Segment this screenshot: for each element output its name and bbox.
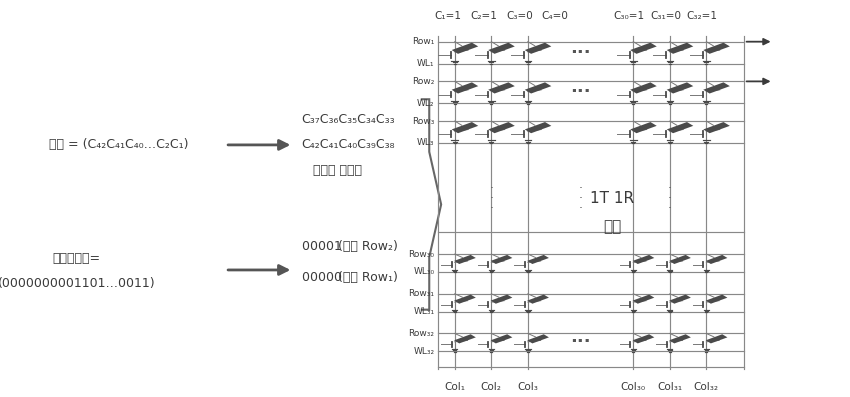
Text: Col₃₁: Col₃₁ [657, 382, 683, 392]
Text: 阵列: 阵列 [603, 219, 621, 234]
Polygon shape [666, 122, 694, 133]
Text: WL₃₁: WL₃₁ [413, 307, 434, 316]
Text: Col₃: Col₃ [518, 382, 538, 392]
Text: (0000000001101…0011): (0000000001101…0011) [0, 278, 156, 290]
Text: ···: ··· [570, 83, 591, 101]
Polygon shape [669, 334, 691, 343]
Text: C₄=0: C₄=0 [541, 11, 569, 21]
Text: 举例：激励=: 举例：激励= [53, 252, 100, 264]
Text: C₃=0: C₃=0 [507, 11, 534, 21]
Text: 激励 = (C₄₂C₄₁C₄₀…C₂C₁): 激励 = (C₄₂C₄₁C₄₀…C₂C₁) [49, 139, 189, 151]
Polygon shape [666, 42, 694, 54]
Text: 00001: 00001 [302, 240, 346, 252]
Polygon shape [706, 255, 728, 264]
Polygon shape [490, 255, 513, 264]
Text: C₃₂=1: C₃₂=1 [687, 11, 717, 21]
Text: (选择 Row₁): (选择 Row₁) [338, 272, 398, 284]
Polygon shape [488, 82, 515, 94]
Polygon shape [630, 42, 657, 54]
Text: WL₃₀: WL₃₀ [413, 268, 434, 276]
Polygon shape [632, 255, 654, 264]
Polygon shape [706, 295, 728, 304]
Text: ·
·
·: · · · [490, 182, 493, 215]
Polygon shape [490, 334, 513, 343]
Text: (选择 Row₂): (选择 Row₂) [338, 240, 398, 252]
Text: C₃₁=0: C₃₁=0 [650, 11, 681, 21]
Polygon shape [666, 82, 694, 94]
Text: ·
·
·: · · · [579, 182, 582, 215]
Polygon shape [527, 255, 549, 264]
Polygon shape [490, 295, 513, 304]
Polygon shape [451, 82, 479, 94]
Polygon shape [451, 42, 479, 54]
Polygon shape [454, 255, 476, 264]
Polygon shape [632, 295, 654, 304]
Polygon shape [524, 82, 552, 94]
Polygon shape [454, 334, 476, 343]
Text: Col₃₀: Col₃₀ [620, 382, 646, 392]
Polygon shape [703, 42, 730, 54]
Text: WL₁: WL₁ [416, 59, 434, 68]
Polygon shape [527, 334, 549, 343]
Text: WL₃₂: WL₃₂ [413, 347, 434, 356]
Polygon shape [630, 82, 657, 94]
Text: Row₃₁: Row₃₁ [408, 289, 434, 298]
Text: （选择 两行）: （选择 两行） [313, 164, 362, 177]
Polygon shape [488, 42, 515, 54]
Polygon shape [454, 295, 476, 304]
Polygon shape [524, 42, 552, 54]
Text: C₃₇C₃₆C₃₅C₃₄C₃₃: C₃₇C₃₆C₃₅C₃₄C₃₃ [302, 113, 395, 125]
Polygon shape [451, 122, 479, 133]
Text: C₂=1: C₂=1 [470, 11, 497, 21]
Text: Row₃: Row₃ [412, 117, 434, 125]
Text: 00000: 00000 [302, 272, 346, 284]
Text: C₃₀=1: C₃₀=1 [614, 11, 644, 21]
Text: ···: ··· [570, 333, 591, 351]
Text: C₄₂C₄₁C₄₀C₃₉C₃₈: C₄₂C₄₁C₄₀C₃₉C₃₈ [302, 139, 395, 151]
Text: Row₂: Row₂ [412, 77, 434, 86]
Text: Col₁: Col₁ [445, 382, 465, 392]
Polygon shape [630, 122, 657, 133]
Polygon shape [703, 82, 730, 94]
Text: WL₃: WL₃ [416, 139, 434, 147]
Polygon shape [706, 334, 728, 343]
Text: Col₂: Col₂ [481, 382, 502, 392]
Text: Row₃₀: Row₃₀ [408, 250, 434, 258]
Text: Row₁: Row₁ [412, 37, 434, 46]
Text: ·
·
·: · · · [668, 182, 672, 215]
Polygon shape [632, 334, 654, 343]
Text: ···: ··· [570, 44, 591, 62]
Polygon shape [669, 255, 691, 264]
Polygon shape [703, 122, 730, 133]
Polygon shape [488, 122, 515, 133]
Polygon shape [527, 295, 549, 304]
Polygon shape [669, 295, 691, 304]
Text: Col₃₂: Col₃₂ [694, 382, 719, 392]
Polygon shape [524, 122, 552, 133]
Text: WL₂: WL₂ [416, 99, 434, 108]
Text: C₁=1: C₁=1 [434, 11, 462, 21]
Text: Row₃₂: Row₃₂ [408, 329, 434, 338]
Text: 1T 1R: 1T 1R [590, 191, 634, 206]
